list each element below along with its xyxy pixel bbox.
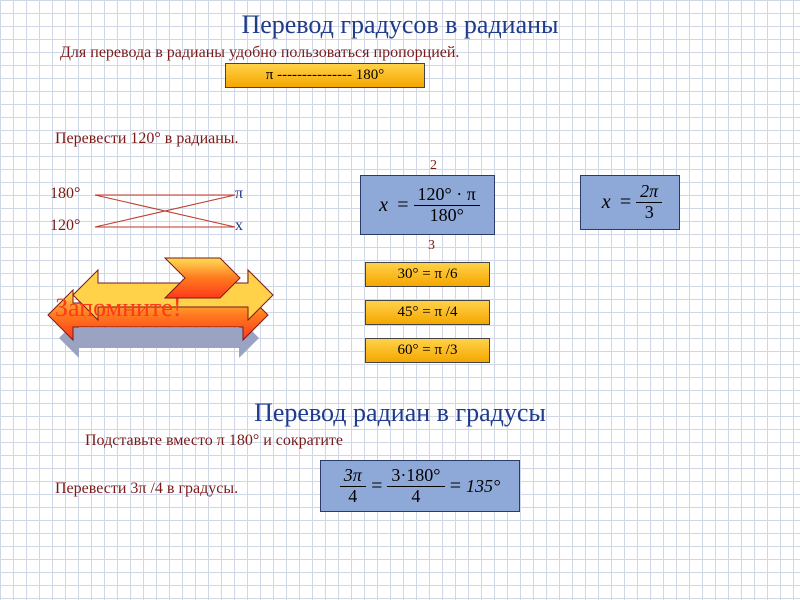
- formula3-num1: 3π: [340, 466, 366, 487]
- cancel-mark-top: 2: [430, 158, 437, 174]
- formula3-den1: 4: [344, 487, 361, 507]
- banner-text: Запомните!: [55, 293, 181, 323]
- gold-box-conv-60: 60° = π /3: [365, 338, 490, 363]
- formula1-num: 120° · π: [414, 185, 480, 206]
- cross-r1-right: π: [235, 185, 243, 203]
- formula-box-3: 3π 4 = 3·180° 4 = 135°: [320, 460, 520, 512]
- proportion-cross: 180° π 120° х: [50, 185, 260, 240]
- gold-box-conv-45: 45° = π /4: [365, 300, 490, 325]
- formula2-den: 3: [641, 203, 658, 223]
- formula2-x: x: [602, 191, 611, 214]
- cross-r2-right: х: [235, 217, 243, 235]
- formula2-num: 2π: [636, 182, 662, 203]
- formula-box-1: x = 120° · π 180°: [360, 175, 495, 235]
- subtitle-proportion: Для перевода в радианы удобно пользовать…: [60, 44, 800, 62]
- formula1-x: x: [379, 194, 388, 217]
- title-radians-to-degrees: Перевод радиан в градусы: [0, 398, 800, 428]
- remember-banner: Запомните!: [45, 255, 275, 375]
- subtitle-substitute: Подставьте вместо π 180° и сократите: [85, 432, 343, 450]
- cancel-mark-bottom: 3: [428, 238, 435, 254]
- formula3-num2: 3·180°: [387, 466, 444, 487]
- title-degrees-to-radians: Перевод градусов в радианы: [0, 0, 800, 40]
- formula-box-2: x = 2π 3: [580, 175, 680, 230]
- gold-box-main-rule: π --------------- 180°: [225, 63, 425, 88]
- formula3-den2: 4: [407, 487, 424, 507]
- gold-box-conv-30: 30° = π /6: [365, 262, 490, 287]
- example2-prompt: Перевести 3π /4 в градусы.: [55, 480, 238, 498]
- formula3-result: 135°: [466, 476, 500, 497]
- cross-r2-left: 120°: [50, 217, 80, 235]
- cross-r1-left: 180°: [50, 185, 80, 203]
- example1-prompt: Перевести 120° в радианы.: [55, 130, 239, 148]
- formula1-den: 180°: [426, 206, 468, 226]
